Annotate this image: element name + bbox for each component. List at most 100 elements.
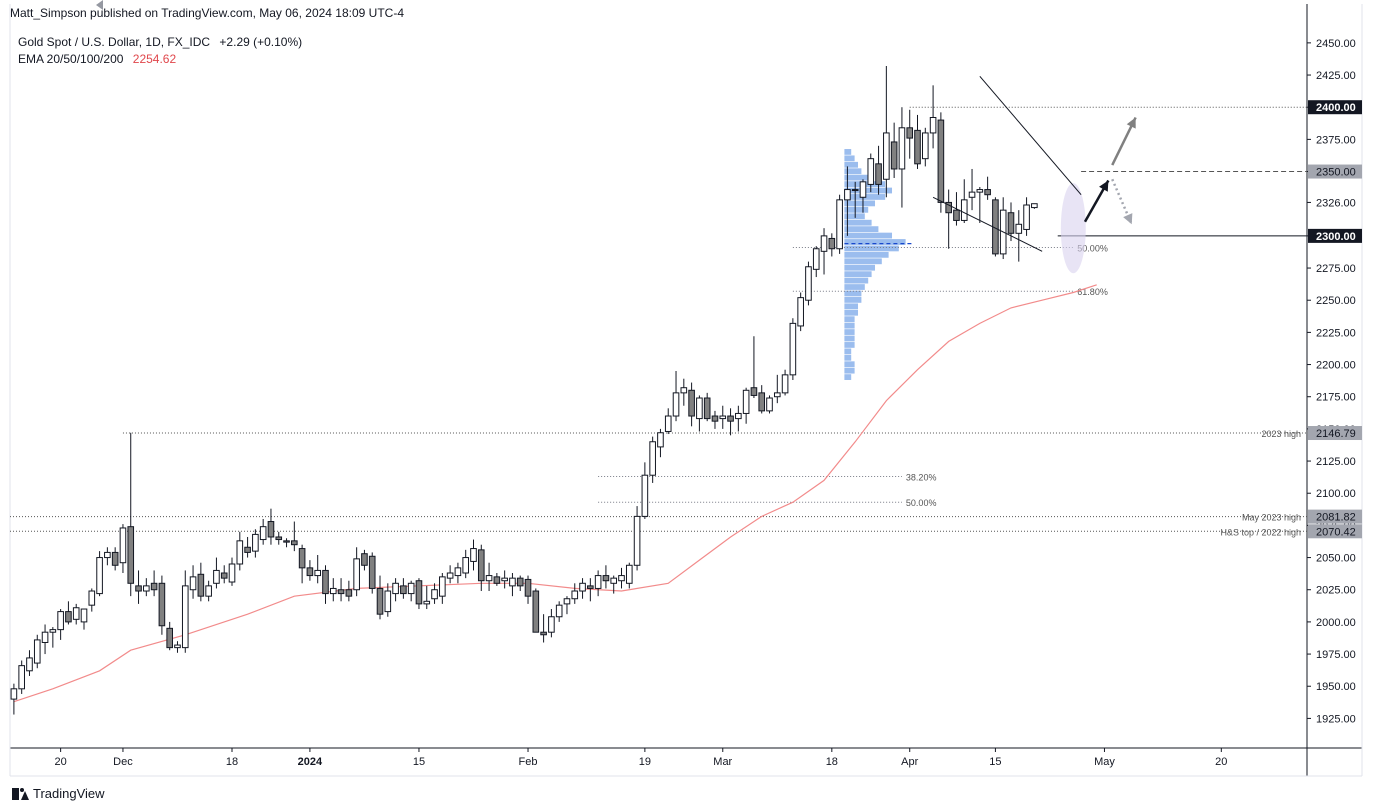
candle-body	[945, 201, 952, 214]
candle-body	[781, 374, 789, 394]
y-tick-label: 2326.00	[1316, 197, 1356, 209]
candle-body	[127, 526, 135, 584]
candle-body	[563, 598, 571, 605]
candle-body	[1007, 212, 1015, 234]
y-tick-label: 2050.00	[1316, 553, 1356, 565]
candle-body	[439, 576, 446, 597]
candle-body	[423, 600, 431, 605]
candle-body	[719, 415, 727, 420]
price-change: +2.29 (+0.10%)	[219, 35, 303, 49]
candle-body	[236, 540, 244, 565]
candle-body	[49, 629, 57, 633]
volume-profile-bar	[844, 348, 852, 355]
volume-profile-bar	[844, 149, 852, 155]
candle-body	[10, 688, 18, 700]
candle-body	[462, 557, 470, 574]
candle-body	[181, 585, 189, 649]
projection-arrow-head	[1126, 117, 1136, 129]
candle-body	[267, 521, 275, 538]
candle-body	[688, 389, 695, 417]
candle-body	[625, 564, 633, 584]
candle-body	[548, 616, 555, 633]
candle-body	[18, 665, 25, 690]
candle-body	[33, 639, 41, 664]
volume-profile-bar	[844, 290, 862, 297]
x-tick-label: 15	[413, 756, 425, 768]
candle-body	[57, 611, 64, 631]
candle-body	[291, 540, 298, 546]
fib-label: 50.00%	[1077, 243, 1108, 253]
candle-body	[664, 415, 672, 432]
candle-body	[812, 248, 820, 270]
volume-profile-bar	[844, 271, 872, 278]
candle-body	[836, 199, 843, 250]
projection-arrow-head	[1099, 180, 1109, 192]
candle-body	[80, 608, 88, 623]
x-tick-label: Apr	[901, 756, 918, 768]
candle-body	[742, 389, 750, 414]
candle-body	[828, 237, 836, 250]
candle-body	[368, 555, 376, 589]
volume-profile-bar	[844, 206, 869, 213]
candle-body	[228, 563, 236, 583]
volume-profile-bar	[844, 374, 852, 380]
candle-body	[773, 392, 781, 398]
volume-profile-bar	[844, 361, 855, 368]
back-arrow-icon[interactable]	[96, 0, 103, 10]
candle-body	[72, 607, 80, 620]
y-tick-label: 2225.00	[1316, 327, 1356, 339]
candle-body	[672, 392, 680, 417]
volume-profile-bar	[844, 232, 893, 239]
candle-body	[594, 575, 602, 589]
candle-body	[361, 553, 368, 566]
candle-body	[984, 189, 991, 196]
price-badge-label: 2300.00	[1316, 231, 1356, 243]
fib-label: 61.80%	[1077, 287, 1108, 297]
volume-profile-bar	[844, 316, 855, 323]
footer-brand[interactable]: TradingView	[33, 786, 105, 801]
candle-body	[213, 569, 220, 584]
candle-body	[890, 141, 898, 170]
candle-body	[914, 129, 921, 165]
volume-profile-bar	[844, 335, 855, 342]
volume-profile-bar	[844, 264, 876, 271]
candle-body	[937, 119, 945, 203]
volume-profile-bar	[844, 258, 882, 265]
indicator-line: EMA 20/50/100/200 2254.62	[18, 52, 176, 66]
candle-body	[96, 557, 103, 595]
candle-body	[657, 432, 664, 448]
candle-body	[797, 297, 804, 327]
candle-body	[485, 575, 493, 582]
candle-body	[587, 585, 594, 589]
candle-body	[789, 322, 797, 376]
candle-body	[727, 415, 734, 422]
x-tick-label: 2024	[298, 756, 323, 768]
candle-body	[649, 441, 656, 476]
candle-body	[976, 189, 984, 193]
y-tick-label: 2175.00	[1316, 392, 1356, 404]
candle-body	[711, 415, 719, 422]
candle-body	[174, 644, 181, 649]
candle-body	[555, 604, 563, 618]
candle-body	[766, 397, 773, 412]
y-tick-label: 1950.00	[1316, 681, 1356, 693]
candle-body	[633, 515, 641, 566]
candle-body	[516, 577, 524, 587]
level-note: 2023 high	[1261, 429, 1301, 439]
candle-body	[220, 572, 228, 579]
candle-body	[906, 127, 914, 139]
candle-body	[493, 576, 501, 584]
price-badge-label: 2081.82	[1316, 512, 1356, 524]
volume-profile-bar	[844, 226, 879, 233]
y-tick-label: 2275.00	[1316, 263, 1356, 275]
candle-body	[446, 572, 454, 579]
candle-body	[400, 585, 407, 595]
candle-body	[883, 132, 890, 180]
candle-body	[314, 569, 322, 577]
candle-body	[26, 657, 33, 672]
trendline	[979, 75, 1082, 196]
price-badge	[1308, 228, 1362, 243]
x-tick-label: Feb	[519, 756, 538, 768]
trendline	[932, 196, 1043, 252]
